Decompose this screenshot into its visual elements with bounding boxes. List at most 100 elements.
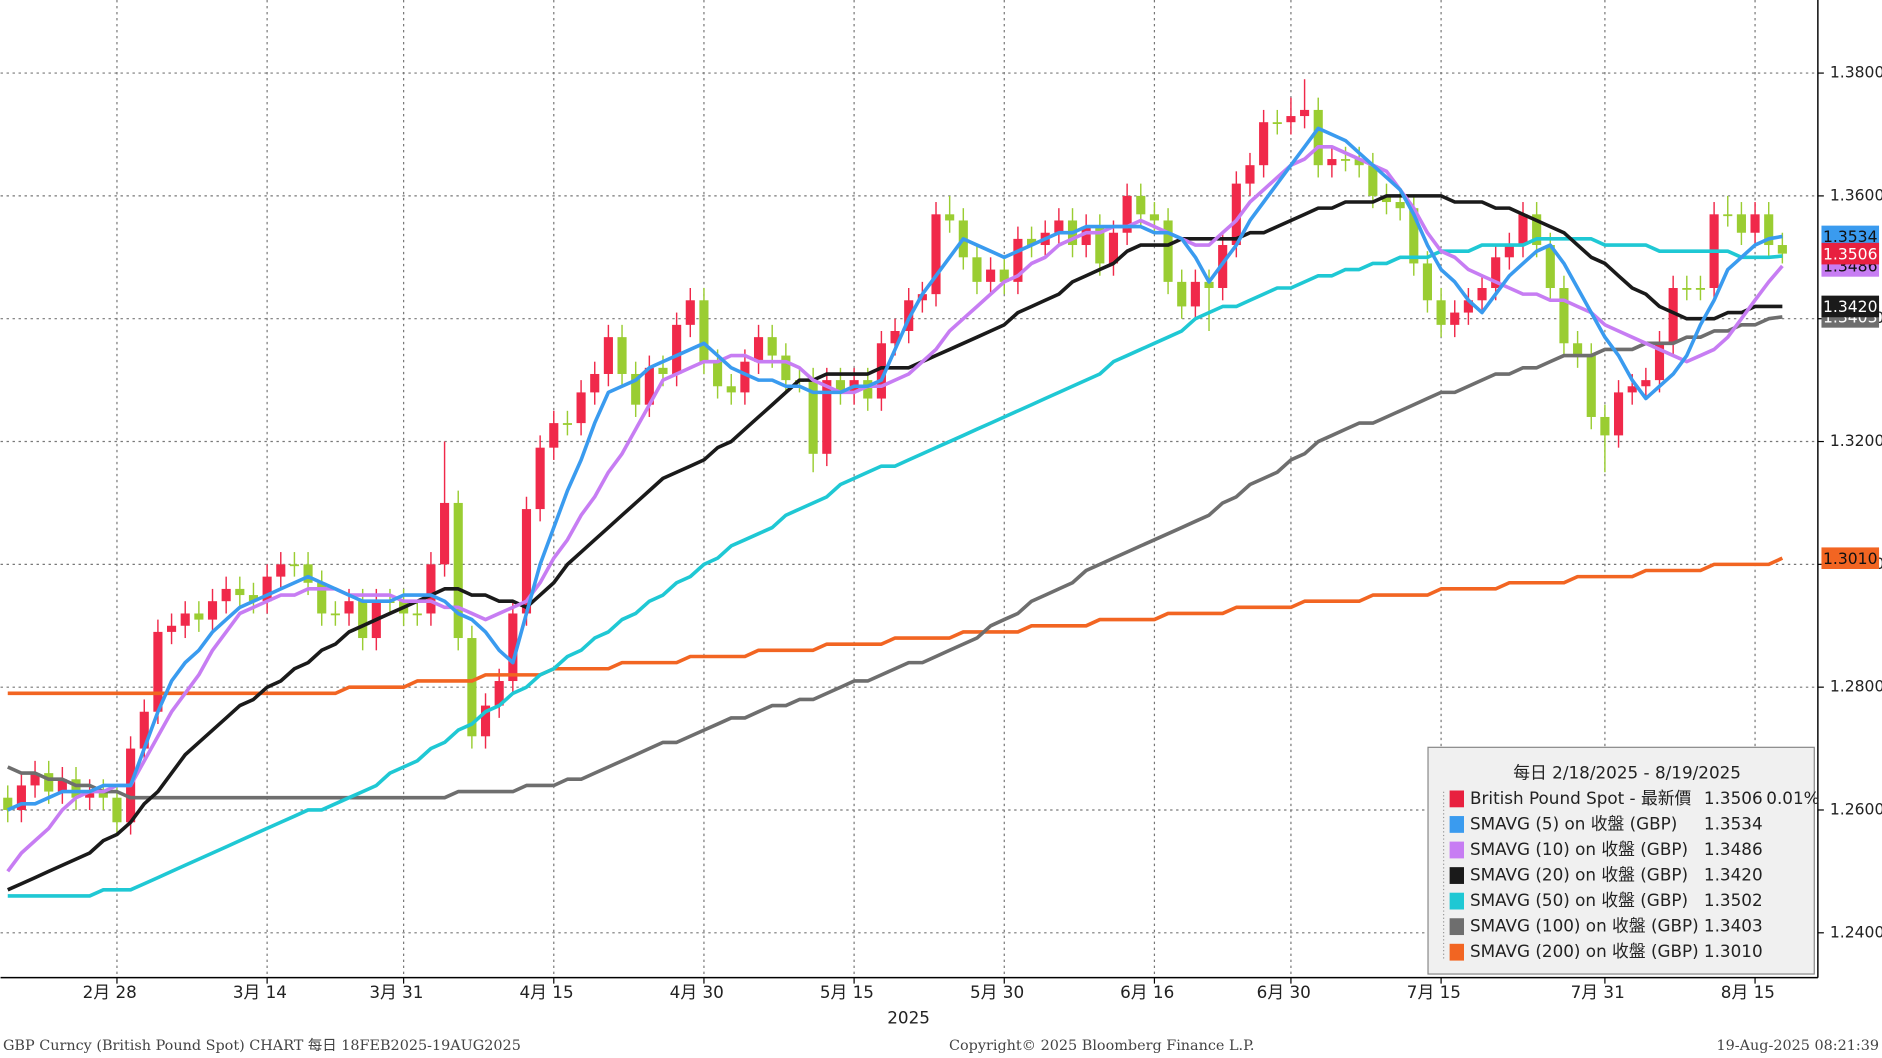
legend-change: 0.01% <box>1766 788 1819 808</box>
candle-body <box>262 576 272 602</box>
candle-body <box>1136 195 1146 215</box>
candle-body <box>1163 220 1173 282</box>
candle-body <box>1559 288 1569 344</box>
candle-body <box>1081 226 1091 246</box>
value-tag <box>1821 242 1880 265</box>
candle-body <box>180 613 190 626</box>
candle-body <box>890 330 900 344</box>
candle-body <box>1641 380 1651 387</box>
candle-body <box>931 214 941 295</box>
y-tick-label: 1.3800 <box>1830 64 1882 82</box>
x-tick-label: 4月 30 <box>670 982 724 1002</box>
candle-body <box>85 791 95 798</box>
ma-line <box>7 556 1784 696</box>
x-tick-label: 3月 31 <box>369 982 423 1002</box>
footer-left: GBP Curncy (British Pound Spot) CHART 每日… <box>3 1037 521 1054</box>
candle-body <box>57 779 67 792</box>
legend-label: SMAVG (10) on 收盤 (GBP) <box>1470 839 1688 859</box>
candle-body <box>1723 214 1733 217</box>
candle-body <box>576 392 586 424</box>
candle-body <box>330 613 340 616</box>
candle-body <box>1477 288 1487 301</box>
footer-right: 19-Aug-2025 08:21:39 <box>1716 1038 1879 1054</box>
x-tick-label: 8月 15 <box>1721 982 1775 1002</box>
candle-body <box>494 681 504 706</box>
candle-body <box>1450 312 1460 325</box>
candle-body <box>658 367 668 374</box>
legend-box <box>1427 746 1815 975</box>
candle-body <box>1586 355 1596 417</box>
candle-body <box>1736 214 1746 233</box>
candle-body <box>207 601 218 620</box>
legend-label: SMAVG (200) on 收盤 (GBP) <box>1470 941 1699 961</box>
candle-body <box>699 300 709 362</box>
candle-body <box>1108 232 1119 264</box>
candle-body <box>1368 165 1378 196</box>
legend-label: British Pound Spot - 最新價 <box>1470 788 1692 808</box>
candle-body <box>1054 220 1064 233</box>
candle-body <box>767 337 777 356</box>
y-tick-label: 1.2400 <box>1830 923 1882 941</box>
plot-area <box>3 79 1787 898</box>
candle-body <box>1682 288 1692 290</box>
candle-body <box>235 588 245 596</box>
candle-body <box>344 601 354 614</box>
x-tick-label: 7月 15 <box>1407 982 1461 1002</box>
candle-body <box>1245 165 1255 184</box>
value-tag <box>1821 295 1880 318</box>
candle-body <box>248 595 259 602</box>
candle-body <box>1654 343 1665 381</box>
value-tag-label: 1.3010 <box>1823 550 1878 568</box>
candle-body <box>1300 109 1310 117</box>
candle-body <box>781 355 791 381</box>
candle-body <box>44 773 54 792</box>
ma-line <box>7 194 1783 892</box>
candle-body <box>1573 343 1583 356</box>
candle-body <box>440 502 450 565</box>
candle-body <box>1190 281 1200 307</box>
candle-body <box>1259 122 1269 166</box>
candle-body <box>194 613 204 620</box>
candle-body <box>999 269 1009 282</box>
candle-body <box>1545 245 1555 289</box>
candle-body <box>426 564 436 614</box>
candle-body <box>167 625 177 632</box>
value-tag-label: 1.3420 <box>1823 298 1878 316</box>
candle-body <box>1600 416 1610 436</box>
candle-body <box>1327 159 1337 166</box>
candle-body <box>1381 195 1392 203</box>
value-tag-label: 1.3534 <box>1823 228 1878 246</box>
x-tick-label: 5月 15 <box>820 982 874 1002</box>
candle-body <box>876 343 886 399</box>
candle-body <box>508 613 518 682</box>
candle-body <box>1436 300 1446 325</box>
candle-body <box>16 785 26 810</box>
x-tick-label: 6月 30 <box>1257 982 1311 1002</box>
candle-body <box>808 380 818 454</box>
candle-body <box>30 773 40 786</box>
ma-line <box>6 145 1784 873</box>
candle-body <box>986 269 996 282</box>
legend-value: 1.3403 <box>1704 916 1763 936</box>
value-tag-label: 1.3506 <box>1823 245 1878 263</box>
candle-body <box>1286 116 1296 123</box>
legend-swatch <box>1449 892 1465 910</box>
candle-body <box>1750 214 1760 233</box>
ma-line <box>7 237 1783 898</box>
candle-body <box>1013 238 1023 282</box>
candle-body <box>1204 281 1214 289</box>
candle-body <box>726 386 736 393</box>
candle-body <box>617 337 627 374</box>
candle-body <box>412 613 422 616</box>
candle-body <box>863 380 873 399</box>
candle-body <box>1272 122 1282 125</box>
value-tag <box>1821 547 1880 570</box>
candle-body <box>1695 288 1706 290</box>
candle-body <box>822 380 832 454</box>
candle-body <box>1340 159 1351 161</box>
legend-label: SMAVG (100) on 收盤 (GBP) <box>1470 916 1699 936</box>
legend-value: 1.3010 <box>1704 941 1763 961</box>
legend-value: 1.3420 <box>1704 865 1763 885</box>
candle-body <box>945 214 955 221</box>
x-tick-label: 6月 16 <box>1120 982 1174 1002</box>
